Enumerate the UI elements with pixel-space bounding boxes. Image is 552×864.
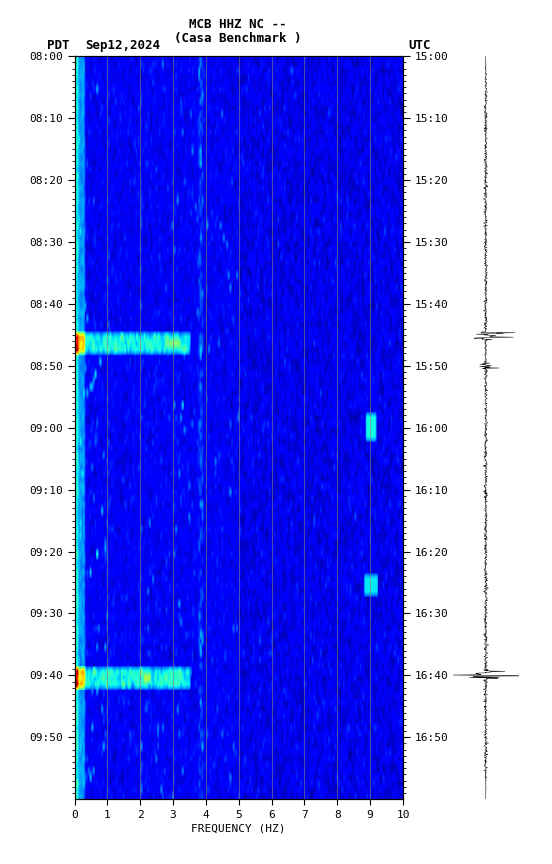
Text: PDT: PDT xyxy=(46,39,69,52)
Text: Sep12,2024: Sep12,2024 xyxy=(86,39,161,52)
Text: (Casa Benchmark ): (Casa Benchmark ) xyxy=(174,32,301,45)
Text: MCB HHZ NC --: MCB HHZ NC -- xyxy=(189,18,286,31)
Text: UTC: UTC xyxy=(408,39,431,52)
X-axis label: FREQUENCY (HZ): FREQUENCY (HZ) xyxy=(192,823,286,834)
